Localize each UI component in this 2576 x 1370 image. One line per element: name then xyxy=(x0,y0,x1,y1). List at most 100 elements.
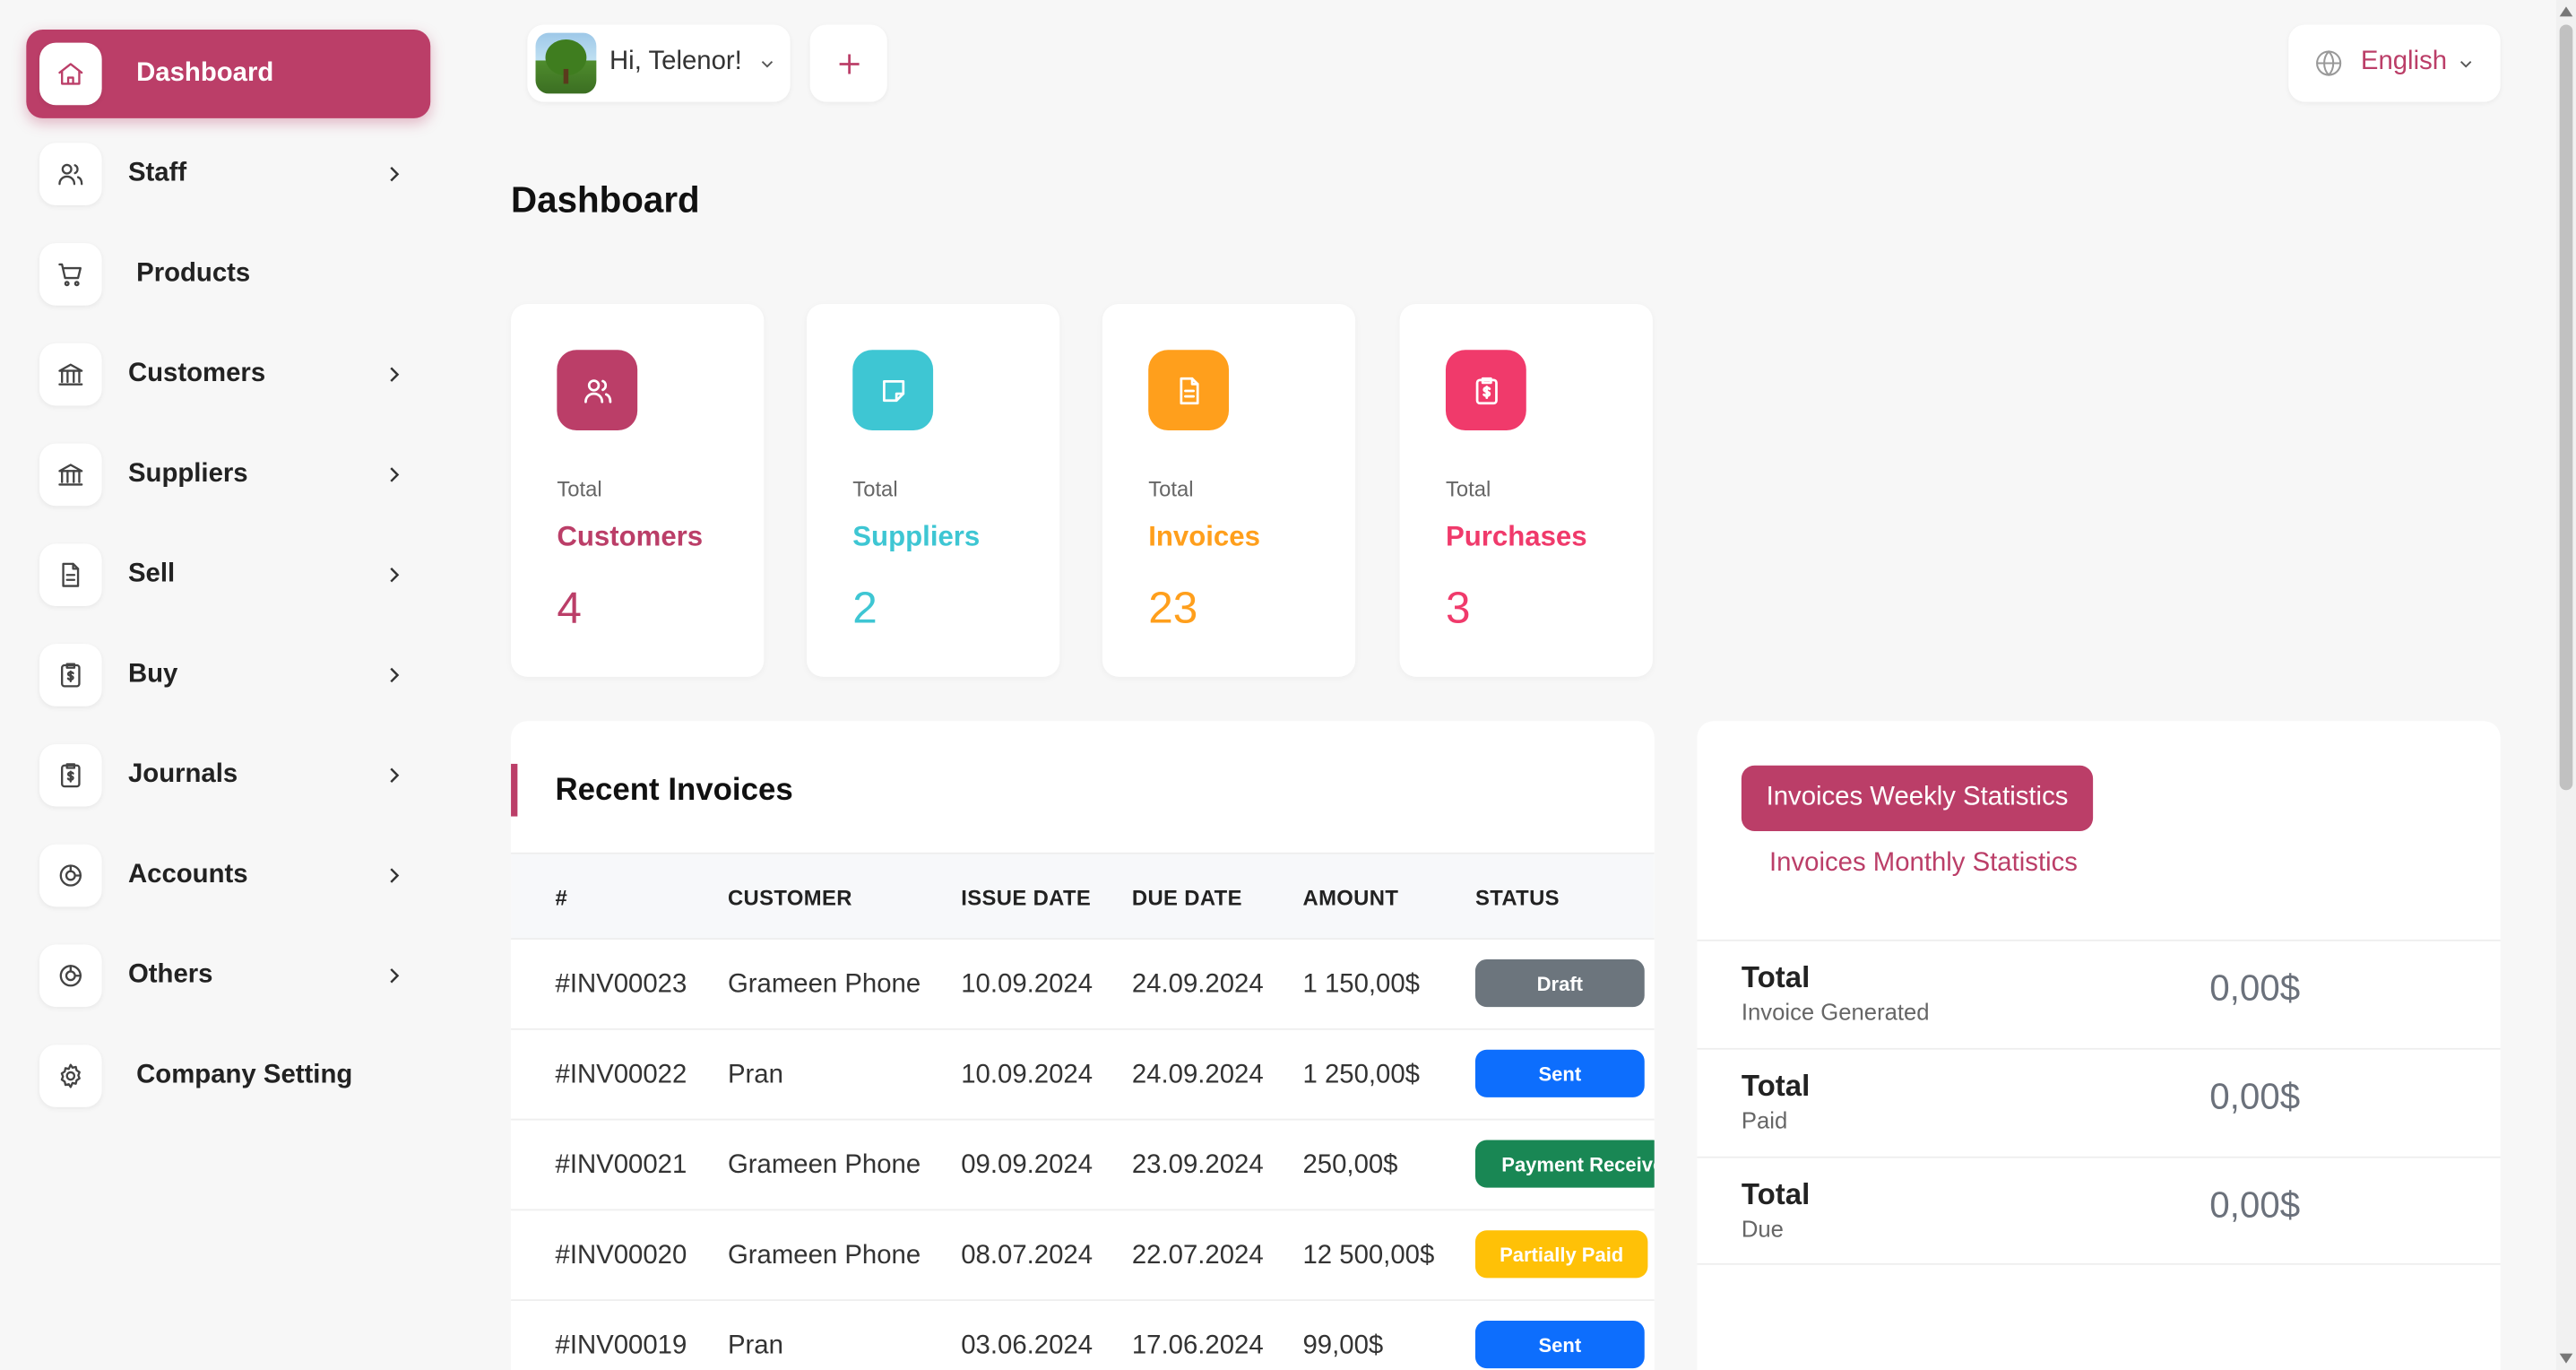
table-row[interactable]: #INV00019 Pran 03.06.2024 17.06.2024 99,… xyxy=(511,1301,1655,1370)
statistic-sublabel: Paid xyxy=(1741,1106,1788,1134)
invoice-amount: 250,00$ xyxy=(1302,1151,1398,1180)
table-row[interactable]: #INV00023 Grameen Phone 10.09.2024 24.09… xyxy=(511,940,1655,1030)
sidebar-item-label: Journals xyxy=(127,760,238,789)
sidebar-item-sell[interactable]: Sell xyxy=(26,531,430,620)
invoice-due-date: 23.09.2024 xyxy=(1131,1151,1264,1180)
home-icon xyxy=(39,42,102,106)
table-row[interactable]: #INV00021 Grameen Phone 09.09.2024 23.09… xyxy=(511,1120,1655,1211)
statistic-row: Total Invoice Generated 0,00$ xyxy=(1697,939,2501,1048)
avatar xyxy=(535,32,597,94)
stat-card-suppliers: Total Suppliers 2 xyxy=(806,303,1060,677)
sidebar-item-company-setting[interactable]: Company Setting xyxy=(26,1032,430,1121)
tab-monthly-statistics[interactable]: Invoices Monthly Statistics xyxy=(1769,849,2078,878)
sidebar-item-label: Staff xyxy=(127,159,187,187)
table-row[interactable]: #INV00020 Grameen Phone 08.07.2024 22.07… xyxy=(511,1210,1655,1302)
sidebar-item-accounts[interactable]: Accounts xyxy=(26,831,430,920)
sidebar-item-buy[interactable]: Buy xyxy=(26,631,430,720)
chevron-right-icon xyxy=(381,963,407,989)
invoice-issue-date: 10.09.2024 xyxy=(961,970,1094,999)
stat-value: 2 xyxy=(852,583,877,633)
page-scrollbar[interactable] xyxy=(2555,0,2576,1370)
sidebar-item-label: Sell xyxy=(127,559,176,588)
table-header: # CUSTOMER ISSUE DATE DUE DATE AMOUNT ST… xyxy=(511,852,1655,940)
scroll-up-arrow-icon[interactable] xyxy=(2559,6,2573,17)
invoice-due-date: 17.06.2024 xyxy=(1131,1331,1264,1360)
stat-label: Purchases xyxy=(1445,520,1587,552)
sidebar-item-products[interactable]: Products xyxy=(26,230,430,318)
invoice-amount: 12 500,00$ xyxy=(1302,1242,1435,1270)
sidebar-item-label: Products xyxy=(136,259,251,288)
status-badge: Draft xyxy=(1474,958,1645,1008)
chevron-right-icon xyxy=(381,662,407,688)
recent-invoices-panel: Recent Invoices # CUSTOMER ISSUE DATE DU… xyxy=(511,721,1655,1370)
language-label: English xyxy=(2360,48,2448,76)
sidebar: Dashboard Staff Products Customers Suppl… xyxy=(0,0,461,1370)
stat-card-customers: Total Customers 4 xyxy=(511,303,765,677)
invoice-issue-date: 10.09.2024 xyxy=(961,1061,1094,1089)
scroll-down-arrow-icon[interactable] xyxy=(2559,1353,2573,1364)
chart-ring-icon xyxy=(39,944,102,1008)
invoice-id[interactable]: #INV00020 xyxy=(555,1242,687,1270)
invoice-customer: Grameen Phone xyxy=(727,970,921,999)
column-header: ISSUE DATE xyxy=(961,885,1092,910)
invoice-customer: Grameen Phone xyxy=(727,1151,921,1180)
sidebar-item-customers[interactable]: Customers xyxy=(26,330,430,419)
globe-icon xyxy=(2313,48,2345,79)
chevron-right-icon xyxy=(381,361,407,387)
user-menu[interactable]: Hi, Telenor! xyxy=(527,24,791,102)
column-header: STATUS xyxy=(1474,885,1560,910)
tab-weekly-statistics[interactable]: Invoices Weekly Statistics xyxy=(1741,765,2094,832)
sidebar-item-staff[interactable]: Staff xyxy=(26,130,430,219)
users-icon xyxy=(557,350,638,431)
column-header: DUE DATE xyxy=(1131,885,1242,910)
receipt-icon xyxy=(39,743,102,807)
document-icon xyxy=(39,543,102,607)
sidebar-item-journals[interactable]: Journals xyxy=(26,731,430,819)
stat-label: Suppliers xyxy=(852,520,981,552)
sidebar-item-dashboard[interactable]: Dashboard xyxy=(26,29,431,118)
status-badge: Payment Received xyxy=(1474,1140,1655,1188)
sidebar-item-others[interactable]: Others xyxy=(26,932,430,1020)
statistic-label: Total xyxy=(1741,960,1811,994)
stat-caption: Total xyxy=(852,476,898,501)
sidebar-item-label: Suppliers xyxy=(127,459,248,489)
invoice-issue-date: 08.07.2024 xyxy=(961,1242,1094,1270)
column-header: # xyxy=(555,885,568,910)
sidebar-item-label: Buy xyxy=(127,660,178,689)
scrollbar-thumb[interactable] xyxy=(2559,24,2573,791)
status-badge: Partially Paid xyxy=(1474,1230,1648,1279)
statistic-value: 0,00$ xyxy=(2209,1184,2301,1226)
invoice-id[interactable]: #INV00022 xyxy=(555,1061,687,1089)
document-icon xyxy=(1148,350,1230,431)
invoice-issue-date: 09.09.2024 xyxy=(961,1151,1094,1180)
statistic-value: 0,00$ xyxy=(2209,1076,2301,1117)
invoice-amount: 1 150,00$ xyxy=(1302,970,1420,999)
stat-value: 3 xyxy=(1445,583,1471,633)
invoice-amount: 1 250,00$ xyxy=(1302,1061,1420,1089)
note-icon xyxy=(852,350,934,431)
plus-icon xyxy=(838,53,859,74)
sidebar-item-label: Company Setting xyxy=(136,1061,353,1089)
chevron-down-icon xyxy=(757,53,777,82)
invoice-statistics-panel: Invoices Weekly Statistics Invoices Mont… xyxy=(1697,721,2501,1370)
stat-value: 4 xyxy=(557,583,582,633)
receipt-icon xyxy=(1445,350,1526,431)
stat-label: Invoices xyxy=(1148,520,1260,552)
stat-label: Customers xyxy=(557,520,704,552)
status-badge: Sent xyxy=(1474,1321,1645,1369)
invoice-id[interactable]: #INV00019 xyxy=(555,1331,687,1360)
statistic-row: Total Paid 0,00$ xyxy=(1697,1047,2501,1157)
gear-icon xyxy=(39,1045,102,1107)
stat-caption: Total xyxy=(1445,476,1491,501)
sidebar-item-suppliers[interactable]: Suppliers xyxy=(26,430,430,519)
invoice-id[interactable]: #INV00021 xyxy=(555,1151,687,1180)
language-selector[interactable]: English xyxy=(2288,24,2501,102)
add-button[interactable] xyxy=(809,24,887,102)
page-title: Dashboard xyxy=(511,178,700,221)
sidebar-item-label: Customers xyxy=(127,360,266,388)
table-row[interactable]: #INV00022 Pran 10.09.2024 24.09.2024 1 2… xyxy=(511,1030,1655,1121)
chart-ring-icon xyxy=(39,844,102,907)
invoice-id[interactable]: #INV00023 xyxy=(555,970,687,999)
chevron-right-icon xyxy=(381,762,407,788)
